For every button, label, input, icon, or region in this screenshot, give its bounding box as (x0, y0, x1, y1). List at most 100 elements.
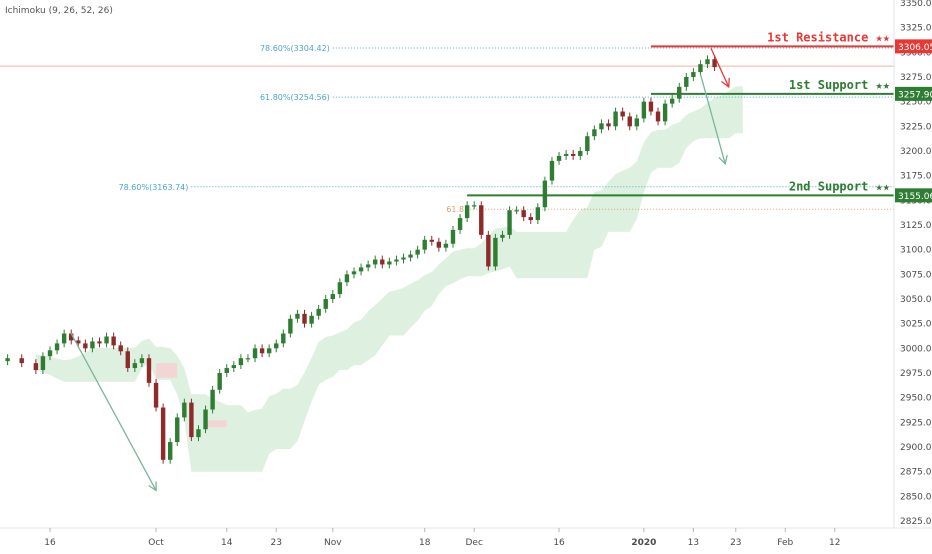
level-label-support-2: 2nd Support ★★ (789, 179, 890, 193)
candle-body (274, 343, 279, 349)
price-axis-tick: 3125.00 (900, 221, 932, 231)
candle-body (535, 207, 541, 221)
candle-body (698, 64, 703, 73)
time-axis-tick: Feb (777, 538, 793, 548)
candle-body (457, 218, 463, 230)
indicator-legend[interactable]: Ichimoku (9, 26, 52, 26) (5, 6, 113, 16)
candle-body (125, 351, 130, 369)
candle-body (139, 358, 145, 364)
candle-body (252, 348, 258, 359)
candle-body (620, 111, 625, 117)
candle-body (47, 350, 53, 357)
price-axis-tick: 3075.00 (900, 270, 932, 280)
price-axis-tick: 3275.00 (900, 73, 932, 83)
price-axis-tick: 2900.00 (900, 443, 932, 453)
price-tag-label-support-1: 3257.90 (898, 90, 932, 100)
candle-body (380, 259, 385, 265)
price-axis-tick: 3225.00 (900, 122, 932, 132)
candle-body (97, 341, 102, 344)
level-label-support-1: 1st Support ★★ (789, 78, 890, 92)
candle-body (146, 358, 152, 383)
candle-body (54, 343, 60, 351)
candle-body (90, 341, 95, 349)
candle-body (351, 271, 357, 275)
candle-body (528, 217, 533, 221)
candle-body (549, 160, 555, 181)
candle-body (33, 363, 39, 371)
time-axis-tick: 23 (271, 538, 282, 548)
candle-body (592, 129, 597, 137)
time-axis[interactable]: 16 Oct 14 23 Nov 18 Dec 16 2020 13 23 Feb 12 (44, 528, 840, 548)
candle-body (436, 241, 442, 248)
candle-body (259, 348, 265, 354)
projection-arrow (70, 333, 157, 491)
candle-body (175, 417, 180, 443)
candle-body (118, 345, 123, 352)
candle-body (69, 333, 74, 341)
price-levels: 1st Resistance ★★ 1st Support ★★ 2nd Suppo… (467, 30, 894, 197)
projection-arrowhead (718, 154, 728, 166)
candle-body (302, 313, 307, 324)
candle-body (224, 368, 229, 373)
candle-body (422, 239, 427, 250)
candle-body (288, 318, 293, 334)
candle-body (40, 356, 46, 371)
candle-body (450, 229, 456, 244)
candle-body (153, 382, 159, 408)
candle-body (585, 136, 590, 151)
time-axis-tick: 13 (688, 538, 699, 548)
candle-body (429, 239, 434, 242)
fib-label: 78.60%(3163.74) (119, 183, 189, 192)
candle-body (111, 336, 116, 346)
candle-body (104, 336, 109, 344)
time-axis-tick: Nov (324, 538, 342, 548)
candle-body (245, 358, 251, 360)
candle-body (217, 373, 222, 390)
candle-body (231, 365, 237, 369)
time-axis-tick: 18 (419, 538, 431, 548)
price-axis-tick: 3200.00 (900, 147, 932, 157)
price-tag-label-resistance-1: 3306.05 (898, 43, 932, 53)
price-axis-tick: 3350.00 (900, 0, 932, 9)
candle-body (486, 234, 491, 267)
candle-body (5, 358, 10, 362)
level-label-resistance-1: 1st Resistance ★★ (767, 30, 890, 44)
candle-body (415, 249, 420, 255)
price-axis-tick: 3100.00 (900, 246, 932, 256)
candle-body (641, 101, 647, 119)
projection-arrow (699, 73, 726, 164)
price-axis-tick: 2925.00 (900, 418, 932, 428)
candle-body (344, 274, 350, 283)
candle-body (61, 333, 67, 344)
ichimoku-cloud-red (156, 363, 178, 378)
ichimoku-cloud (35, 86, 743, 472)
candle-body (684, 77, 689, 87)
candle-body (472, 205, 477, 207)
time-axis-tick: 16 (553, 538, 565, 548)
candle-body (613, 111, 618, 127)
candle-body (160, 407, 166, 460)
price-tag-support-1 (895, 86, 932, 101)
time-axis-tick: 2020 (631, 538, 656, 548)
ichimoku-cloud-red (205, 420, 227, 428)
reference-lines: 78.60%(3304.42) 61.80%(3254.56) 78.60%(316… (0, 44, 894, 214)
fib-label: 61.80%(3254.56) (260, 93, 330, 102)
candle-body (464, 205, 470, 219)
fib-label: 61.8 (446, 205, 464, 214)
time-axis-tick: 23 (730, 538, 741, 548)
candle-body (132, 363, 138, 369)
candle-body (712, 59, 717, 68)
projection-arrows (70, 48, 730, 492)
fib-label: 78.60%(3304.42) (260, 44, 330, 53)
projection-arrowhead (148, 481, 157, 492)
candle-body (514, 210, 519, 212)
candle-body (189, 402, 194, 438)
price-axis-tick: 3325.00 (900, 24, 932, 34)
candle-body (19, 358, 24, 364)
candle-body (295, 313, 300, 319)
candle-body (606, 123, 611, 127)
candle-body (563, 153, 569, 156)
time-axis-tick: 14 (221, 538, 233, 548)
